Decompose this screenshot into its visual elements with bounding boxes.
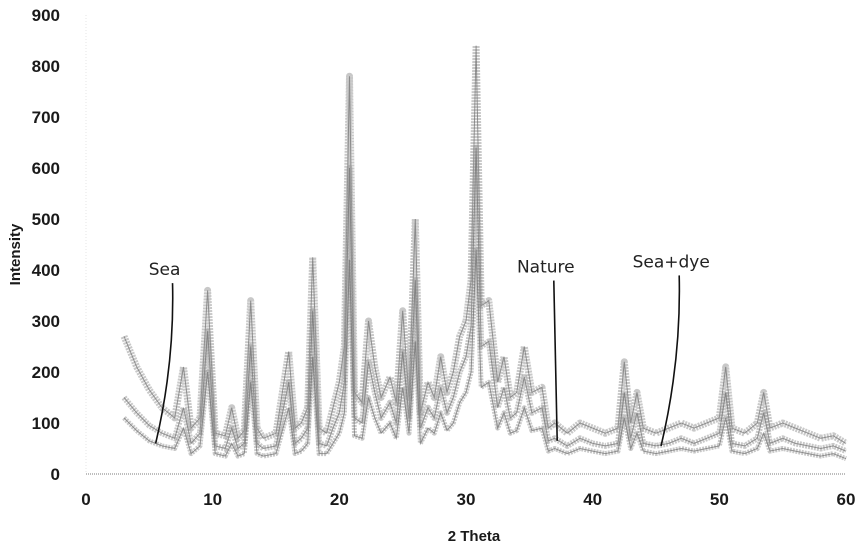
- y-tick-label: 0: [51, 465, 60, 484]
- series-nature-trace: [120, 42, 848, 447]
- series-nature-trace-core: [123, 45, 847, 444]
- x-axis-ticks: 0 10 20 30 40 50 60: [81, 490, 855, 509]
- y-tick-label: 500: [32, 210, 60, 229]
- annotation-label: Sea+dye: [633, 252, 710, 272]
- y-tick-label: 100: [32, 414, 60, 433]
- x-tick-label: 50: [710, 490, 729, 509]
- y-tick-label: 400: [32, 261, 60, 280]
- series-sea-trace-core: [123, 249, 847, 460]
- y-tick-label: 200: [32, 363, 60, 382]
- y-axis-ticks: 0 100 200 300 400 500 600 700 800 900: [32, 6, 60, 484]
- y-tick-label: 900: [32, 6, 60, 25]
- y-tick-label: 600: [32, 159, 60, 178]
- annotation-pointer: [154, 283, 174, 444]
- x-tick-label: 20: [330, 490, 349, 509]
- x-tick-label: 30: [457, 490, 476, 509]
- x-axis-title: 2 Theta: [448, 528, 501, 545]
- series-sea-dye-trace-core: [123, 147, 847, 452]
- x-tick-label: 10: [203, 490, 222, 509]
- y-tick-label: 700: [32, 108, 60, 127]
- annotation-layer: Sea Nature Sea+dye: [149, 252, 710, 447]
- x-tick-label: 0: [81, 490, 90, 509]
- annotation-pointer: [553, 280, 558, 441]
- x-tick-label: 60: [837, 490, 856, 509]
- series-layer: [120, 42, 848, 462]
- y-tick-label: 300: [32, 312, 60, 331]
- x-tick-label: 40: [583, 490, 602, 509]
- y-axis-title: Intensity: [7, 223, 24, 285]
- y-tick-label: 800: [32, 57, 60, 76]
- annotation-pointer: [660, 275, 681, 447]
- annotation-label: Nature: [517, 258, 575, 278]
- annotation-label: Sea: [149, 260, 181, 280]
